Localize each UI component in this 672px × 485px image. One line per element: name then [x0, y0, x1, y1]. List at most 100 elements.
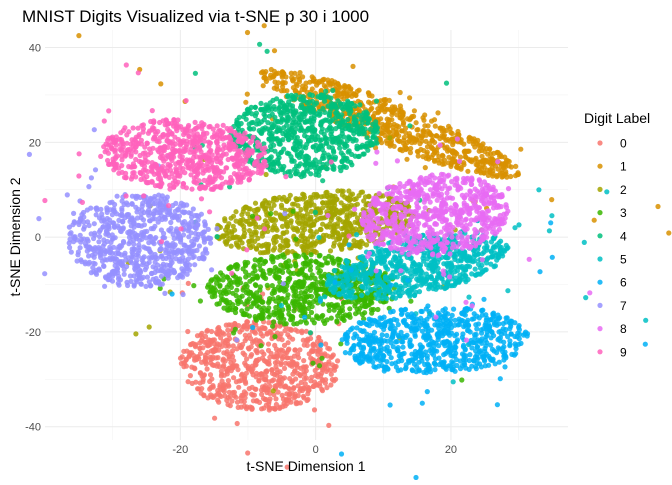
data-point-digit-1	[387, 122, 392, 127]
data-point-digit-5	[349, 274, 354, 279]
data-point-digit-4	[359, 145, 364, 150]
data-point-digit-1	[344, 94, 349, 99]
data-point-digit-6	[507, 326, 512, 331]
data-point-digit-5	[378, 257, 383, 262]
data-point-digit-6	[367, 317, 372, 322]
data-point-digit-0	[236, 405, 241, 410]
data-point-digit-2	[337, 234, 342, 239]
data-point-digit-1	[655, 204, 660, 209]
data-point-digit-2	[308, 202, 313, 207]
data-point-digit-5	[363, 286, 368, 291]
data-point-digit-0	[205, 366, 210, 371]
data-point-digit-2	[278, 244, 283, 249]
data-point-digit-1	[378, 116, 383, 121]
data-point-digit-6	[502, 364, 507, 369]
data-point-digit-5	[385, 267, 390, 272]
data-point-digit-1	[300, 84, 305, 89]
data-point-digit-2	[265, 245, 270, 250]
data-point-digit-6	[512, 334, 517, 339]
data-point-digit-0	[221, 350, 226, 355]
data-point-digit-6	[424, 337, 429, 342]
data-point-digit-6	[420, 329, 425, 334]
data-point-digit-4	[333, 103, 338, 108]
data-point-digit-5	[414, 277, 419, 282]
data-point-digit-4	[336, 135, 341, 140]
data-point-digit-6	[479, 331, 484, 336]
data-point-digit-4	[323, 117, 328, 122]
data-point-digit-0	[274, 346, 279, 351]
data-point-digit-1	[518, 147, 523, 152]
data-point-digit-5	[421, 253, 426, 258]
data-point-digit-5	[368, 280, 373, 285]
data-point-digit-5	[583, 295, 588, 300]
data-point-digit-0	[186, 379, 191, 384]
data-point-digit-1	[466, 149, 471, 154]
data-point-digit-6	[392, 331, 397, 336]
data-point-digit-0	[216, 348, 221, 353]
data-point-digit-3	[291, 293, 296, 298]
data-point-digit-4	[281, 164, 286, 169]
data-point-digit-2	[242, 227, 247, 232]
data-point-digit-0	[210, 383, 215, 388]
data-point-digit-2	[234, 219, 239, 224]
data-point-digit-0	[202, 340, 207, 345]
data-point-digit-6	[387, 351, 392, 356]
data-point-digit-4	[444, 81, 449, 86]
data-point-digit-6	[403, 365, 408, 370]
data-point-digit-5	[430, 269, 435, 274]
data-point-digit-2	[133, 331, 138, 336]
data-point-digit-3	[218, 270, 223, 275]
data-point-digit-6	[416, 350, 421, 355]
data-point-digit-3	[271, 256, 276, 261]
data-point-digit-4	[285, 128, 290, 133]
data-point-digit-3	[294, 253, 299, 258]
data-point-digit-3	[286, 305, 291, 310]
data-point-digit-6	[250, 325, 255, 330]
data-point-digit-0	[298, 373, 303, 378]
data-point-digit-5	[365, 290, 370, 295]
data-point-digit-3	[290, 300, 295, 305]
data-point-digit-6	[372, 330, 377, 335]
data-point-digit-1	[499, 174, 504, 179]
data-point-digit-1	[281, 71, 286, 76]
data-point-digit-3	[326, 302, 331, 307]
data-point-digit-6	[399, 330, 404, 335]
data-point-digit-2	[271, 248, 276, 253]
data-point-digit-2	[308, 217, 313, 222]
data-point-digit-2	[279, 203, 284, 208]
data-point-digit-6	[521, 333, 526, 338]
data-point-digit-1	[450, 131, 455, 136]
data-point-digit-4	[313, 132, 318, 137]
data-point-digit-5	[406, 288, 411, 293]
data-point-digit-2	[272, 235, 277, 240]
data-point-digit-0	[290, 391, 295, 396]
data-point-digit-4	[270, 168, 275, 173]
data-point-digit-6	[354, 325, 359, 330]
data-point-digit-6	[388, 309, 393, 314]
data-point-digit-4	[281, 109, 286, 114]
data-point-digit-4	[292, 147, 297, 152]
data-point-digit-4	[215, 234, 220, 239]
data-point-digit-4	[254, 122, 259, 127]
data-point-digit-4	[323, 89, 328, 94]
data-point-digit-5	[344, 279, 349, 284]
data-point-digit-0	[231, 375, 236, 380]
data-point-digit-3	[341, 316, 346, 321]
data-point-digit-4	[286, 169, 291, 174]
data-point-digit-0	[248, 354, 253, 359]
data-point-digit-2	[265, 221, 270, 226]
data-point-digit-6	[378, 315, 383, 320]
data-point-digit-3	[229, 285, 234, 290]
data-point-digit-6	[491, 357, 496, 362]
data-point-digit-3	[246, 291, 251, 296]
data-point-digit-0	[332, 365, 337, 370]
data-point-digit-5	[643, 318, 648, 323]
data-point-digit-4	[245, 107, 250, 112]
data-point-digit-3	[316, 261, 321, 266]
data-point-digit-2	[297, 211, 302, 216]
data-point-digit-6	[483, 363, 488, 368]
data-point-digit-2	[308, 195, 313, 200]
data-point-digit-6	[347, 350, 352, 355]
data-point-digit-0	[301, 358, 306, 363]
data-point-digit-0	[215, 341, 220, 346]
